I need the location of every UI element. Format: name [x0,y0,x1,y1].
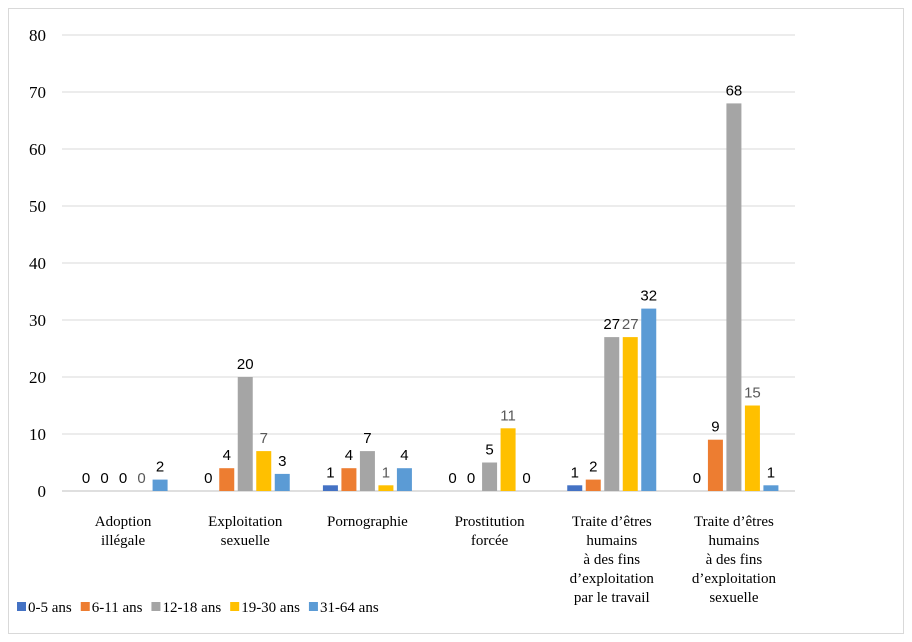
legend-swatch [230,602,240,611]
data-label: 7 [260,430,268,447]
y-tick-label: 40 [29,254,46,273]
category-label: Exploitation sexuelle [208,514,283,549]
legend-label: 31-64 ans [320,600,379,616]
data-label: 7 [363,430,371,447]
data-label: 11 [500,407,516,424]
bar [378,485,394,491]
data-label: 0 [522,470,530,487]
data-label: 68 [726,82,743,99]
data-label: 27 [603,316,620,333]
bar [500,428,516,491]
bar [322,485,338,491]
bar [482,462,498,491]
data-label: 0 [119,470,127,487]
category-label: Pornographie [327,514,408,530]
legend-label: 19-30 ans [241,600,300,616]
legend-swatch [151,602,161,611]
y-tick-label: 50 [29,197,46,216]
category-label: Traite d’êtres humains à des fins d’exploit… [692,514,777,606]
data-label: 0 [693,470,701,487]
bar [219,468,235,491]
legend-label: 0-5 ans [28,600,72,616]
data-label: 0 [82,470,90,487]
bar [152,479,168,491]
bar [274,473,290,491]
data-label: 4 [345,447,353,464]
data-label: 0 [137,470,145,487]
bar [396,468,412,491]
data-label: 15 [744,385,761,402]
data-label: 2 [156,459,164,476]
legend-label: 12-18 ans [162,600,221,616]
y-axis-ticks: 0 10 20 30 40 50 60 70 80 [29,26,46,501]
y-tick-label: 0 [38,482,47,501]
category-label: Traite d’êtres humains à des fins d’exploit… [570,514,655,606]
bars [152,103,779,492]
bar [604,337,620,491]
gridlines [62,34,795,492]
bar [256,451,272,491]
category-label: Adoption illégale [95,514,152,549]
legend-swatch [308,602,318,611]
data-label: 4 [400,447,408,464]
bar [567,485,583,491]
data-label: 32 [640,288,657,305]
data-label: 2 [589,459,597,476]
legend-swatch [80,602,90,611]
bar [744,405,760,491]
bar [641,308,657,491]
data-label: 5 [485,442,493,459]
data-label: 0 [100,470,108,487]
y-tick-label: 80 [29,26,46,45]
bar [585,479,601,491]
data-label: 0 [448,470,456,487]
bar [707,439,723,491]
data-label: 20 [237,356,254,373]
legend-swatch [17,602,26,611]
y-tick-label: 30 [29,311,46,330]
legend-label: 6-11 ans [92,600,143,616]
y-tick-label: 10 [29,425,46,444]
bar [763,485,779,491]
data-label: 3 [278,453,286,470]
bar [359,451,375,491]
data-label: 1 [326,464,334,481]
chart-frame [8,8,904,634]
data-label: 1 [571,464,579,481]
bar [622,337,638,491]
y-tick-label: 70 [29,83,46,102]
data-label: 0 [204,470,212,487]
y-tick-label: 20 [29,368,46,387]
y-tick-label: 60 [29,140,46,159]
data-label: 9 [711,419,719,436]
category-labels: Adoption illégale Exploitation sexuelle Porn… [95,514,777,606]
category-label: Prostitution forcée [455,514,526,549]
legend: 0-5 ans 6-11 ans 12-18 ans 19-30 ans 31-64 a… [17,600,379,616]
data-label: 0 [467,470,475,487]
data-label: 27 [622,316,639,333]
bar [237,377,253,491]
data-label: 4 [223,447,231,464]
bar [726,103,742,492]
data-label: 1 [382,464,390,481]
data-label: 1 [767,464,775,481]
bar [341,468,357,491]
